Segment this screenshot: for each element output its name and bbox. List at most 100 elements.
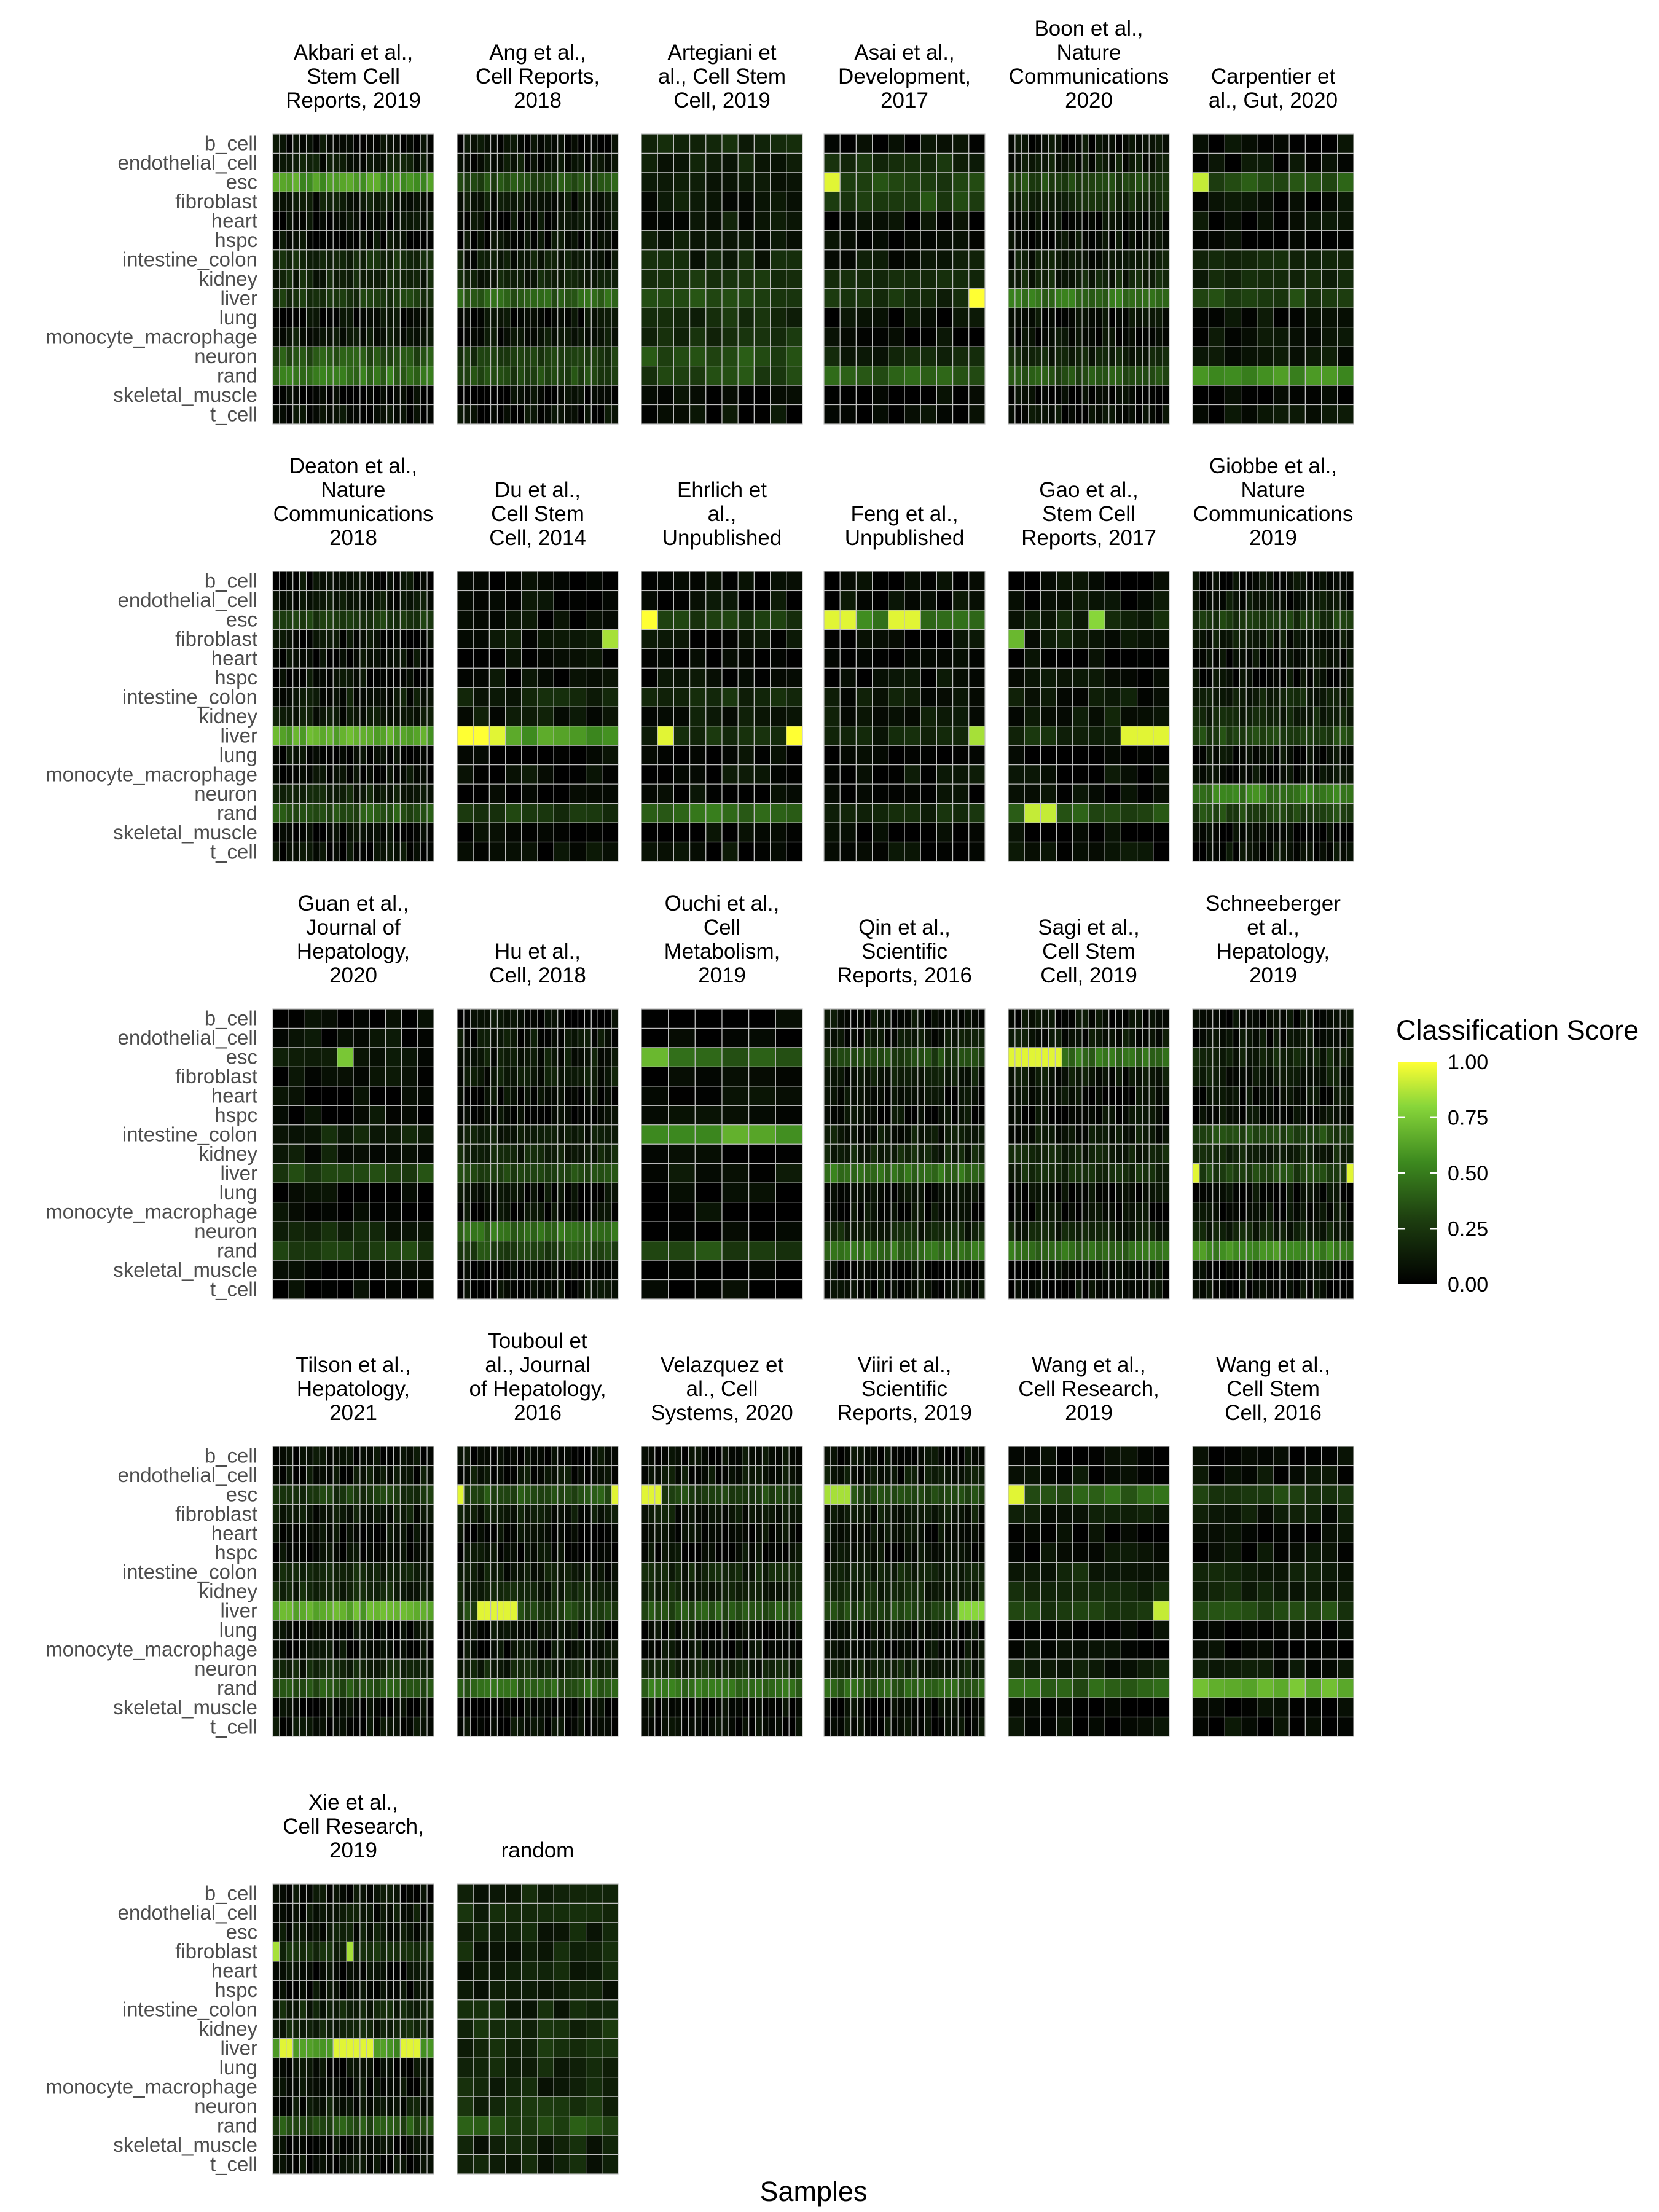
heatmap-cell — [1081, 1008, 1089, 1029]
heatmap-cell — [1155, 211, 1163, 231]
heatmap-cell — [877, 1182, 885, 1203]
heatmap-cell — [477, 1027, 485, 1048]
heatmap-cell — [477, 191, 485, 212]
heatmap-cell — [1061, 269, 1069, 289]
heatmap-cell — [504, 841, 522, 862]
heatmap-cell — [299, 365, 307, 386]
heatmap-cell — [399, 191, 407, 212]
heatmap-cell — [553, 726, 571, 746]
heatmap-cell — [870, 1027, 878, 1048]
heatmap-cell — [611, 1202, 619, 1222]
heatmap-cell — [320, 1124, 338, 1145]
heatmap-cell — [721, 1202, 750, 1222]
heatmap-cell — [931, 1143, 939, 1164]
heatmap-cell — [673, 590, 691, 611]
heatmap-cell — [951, 1163, 959, 1183]
heatmap-cell — [1219, 1202, 1227, 1222]
heatmap-cell — [871, 249, 889, 270]
heatmap-cell — [353, 610, 361, 630]
heatmap-cell — [1035, 1240, 1043, 1261]
heatmap-cell — [312, 1697, 321, 1718]
heatmap-cell — [1136, 802, 1154, 823]
heatmap-cell — [366, 1484, 374, 1505]
heatmap-cell — [577, 152, 586, 173]
heatmap-cell — [1252, 1163, 1260, 1183]
heatmap-cell — [353, 1465, 361, 1486]
heatmap-cell — [1266, 1105, 1274, 1126]
heatmap-cell — [1128, 1240, 1137, 1261]
heatmap-cell — [332, 327, 340, 347]
heatmap-cell — [1224, 365, 1242, 386]
heatmap-cell — [1135, 133, 1143, 154]
heatmap-cell — [393, 230, 401, 251]
heatmap-cell — [1304, 152, 1322, 173]
heatmap-cell — [386, 745, 394, 766]
heatmap-cell — [936, 327, 954, 347]
heatmap-cell — [830, 1086, 838, 1106]
heatmap-cell — [936, 610, 954, 630]
heatmap-cell — [870, 1182, 878, 1203]
heatmap-cell — [936, 841, 954, 862]
heatmap-cell — [952, 745, 970, 766]
heatmap-cell — [386, 687, 394, 707]
heatmap-cell — [668, 1143, 696, 1164]
heatmap-cell — [1321, 307, 1338, 328]
heatmap-cell — [359, 1504, 367, 1524]
heatmap-cell — [286, 1601, 294, 1621]
heatmap-cell — [359, 365, 367, 386]
heatmap-cell — [897, 1221, 905, 1242]
heatmap-cell — [1333, 783, 1341, 804]
heatmap-cell — [1192, 152, 1209, 173]
heatmap-cell — [537, 365, 545, 386]
heatmap-cell — [385, 1279, 402, 1300]
heatmap-cell — [839, 571, 857, 592]
heatmap-cell — [857, 1066, 865, 1087]
heatmap-cell — [641, 133, 658, 154]
heatmap-cell — [1339, 802, 1347, 823]
heatmap-cell — [936, 211, 954, 231]
heatmap-cell — [1273, 1008, 1281, 1029]
heatmap-cell — [1239, 1163, 1247, 1183]
heatmap-cell — [279, 1562, 287, 1582]
heatmap-cell — [917, 1202, 925, 1222]
heatmap-cell — [657, 783, 674, 804]
heatmap-cell — [537, 1027, 545, 1048]
heatmap-cell — [1135, 1260, 1143, 1281]
heatmap-cell — [272, 211, 280, 231]
heatmap-cell — [288, 1124, 306, 1145]
heatmap-cell — [517, 327, 525, 347]
heatmap-cell — [1102, 1027, 1110, 1048]
heatmap-cell — [839, 745, 857, 766]
heatmap-cell — [786, 745, 803, 766]
heatmap-cell — [1232, 571, 1241, 592]
heatmap-cell — [839, 191, 857, 212]
heatmap-cell — [830, 1221, 838, 1242]
heatmap-cell — [272, 249, 280, 270]
heatmap-cell — [1206, 687, 1214, 707]
heatmap-cell — [457, 152, 465, 173]
heatmap-cell — [490, 1260, 498, 1281]
heatmap-cell — [721, 667, 739, 688]
heatmap-cell — [292, 1484, 300, 1505]
heatmap-cell — [1239, 571, 1247, 592]
heatmap-cell — [496, 365, 505, 386]
heatmap-cell — [386, 783, 394, 804]
heatmap-cell — [1224, 307, 1242, 328]
heatmap-cell — [1115, 269, 1123, 289]
heatmap-cell — [504, 764, 522, 785]
heatmap-cell — [553, 706, 571, 727]
heatmap-cell — [1128, 307, 1137, 328]
heatmap-cell — [510, 365, 518, 386]
row-label: intestine_colon — [122, 686, 257, 708]
heatmap-cell — [305, 745, 314, 766]
heatmap-cell — [1035, 133, 1043, 154]
heatmap-cell — [1142, 172, 1150, 192]
heatmap-cell — [721, 648, 739, 669]
heatmap-cell — [1339, 841, 1347, 862]
heatmap-cell — [366, 571, 374, 592]
heatmap-cell — [279, 841, 287, 862]
heatmap-cell — [689, 346, 707, 367]
heatmap-cell — [604, 385, 612, 406]
heatmap-cell — [1312, 802, 1321, 823]
heatmap-cell — [1162, 1260, 1170, 1281]
